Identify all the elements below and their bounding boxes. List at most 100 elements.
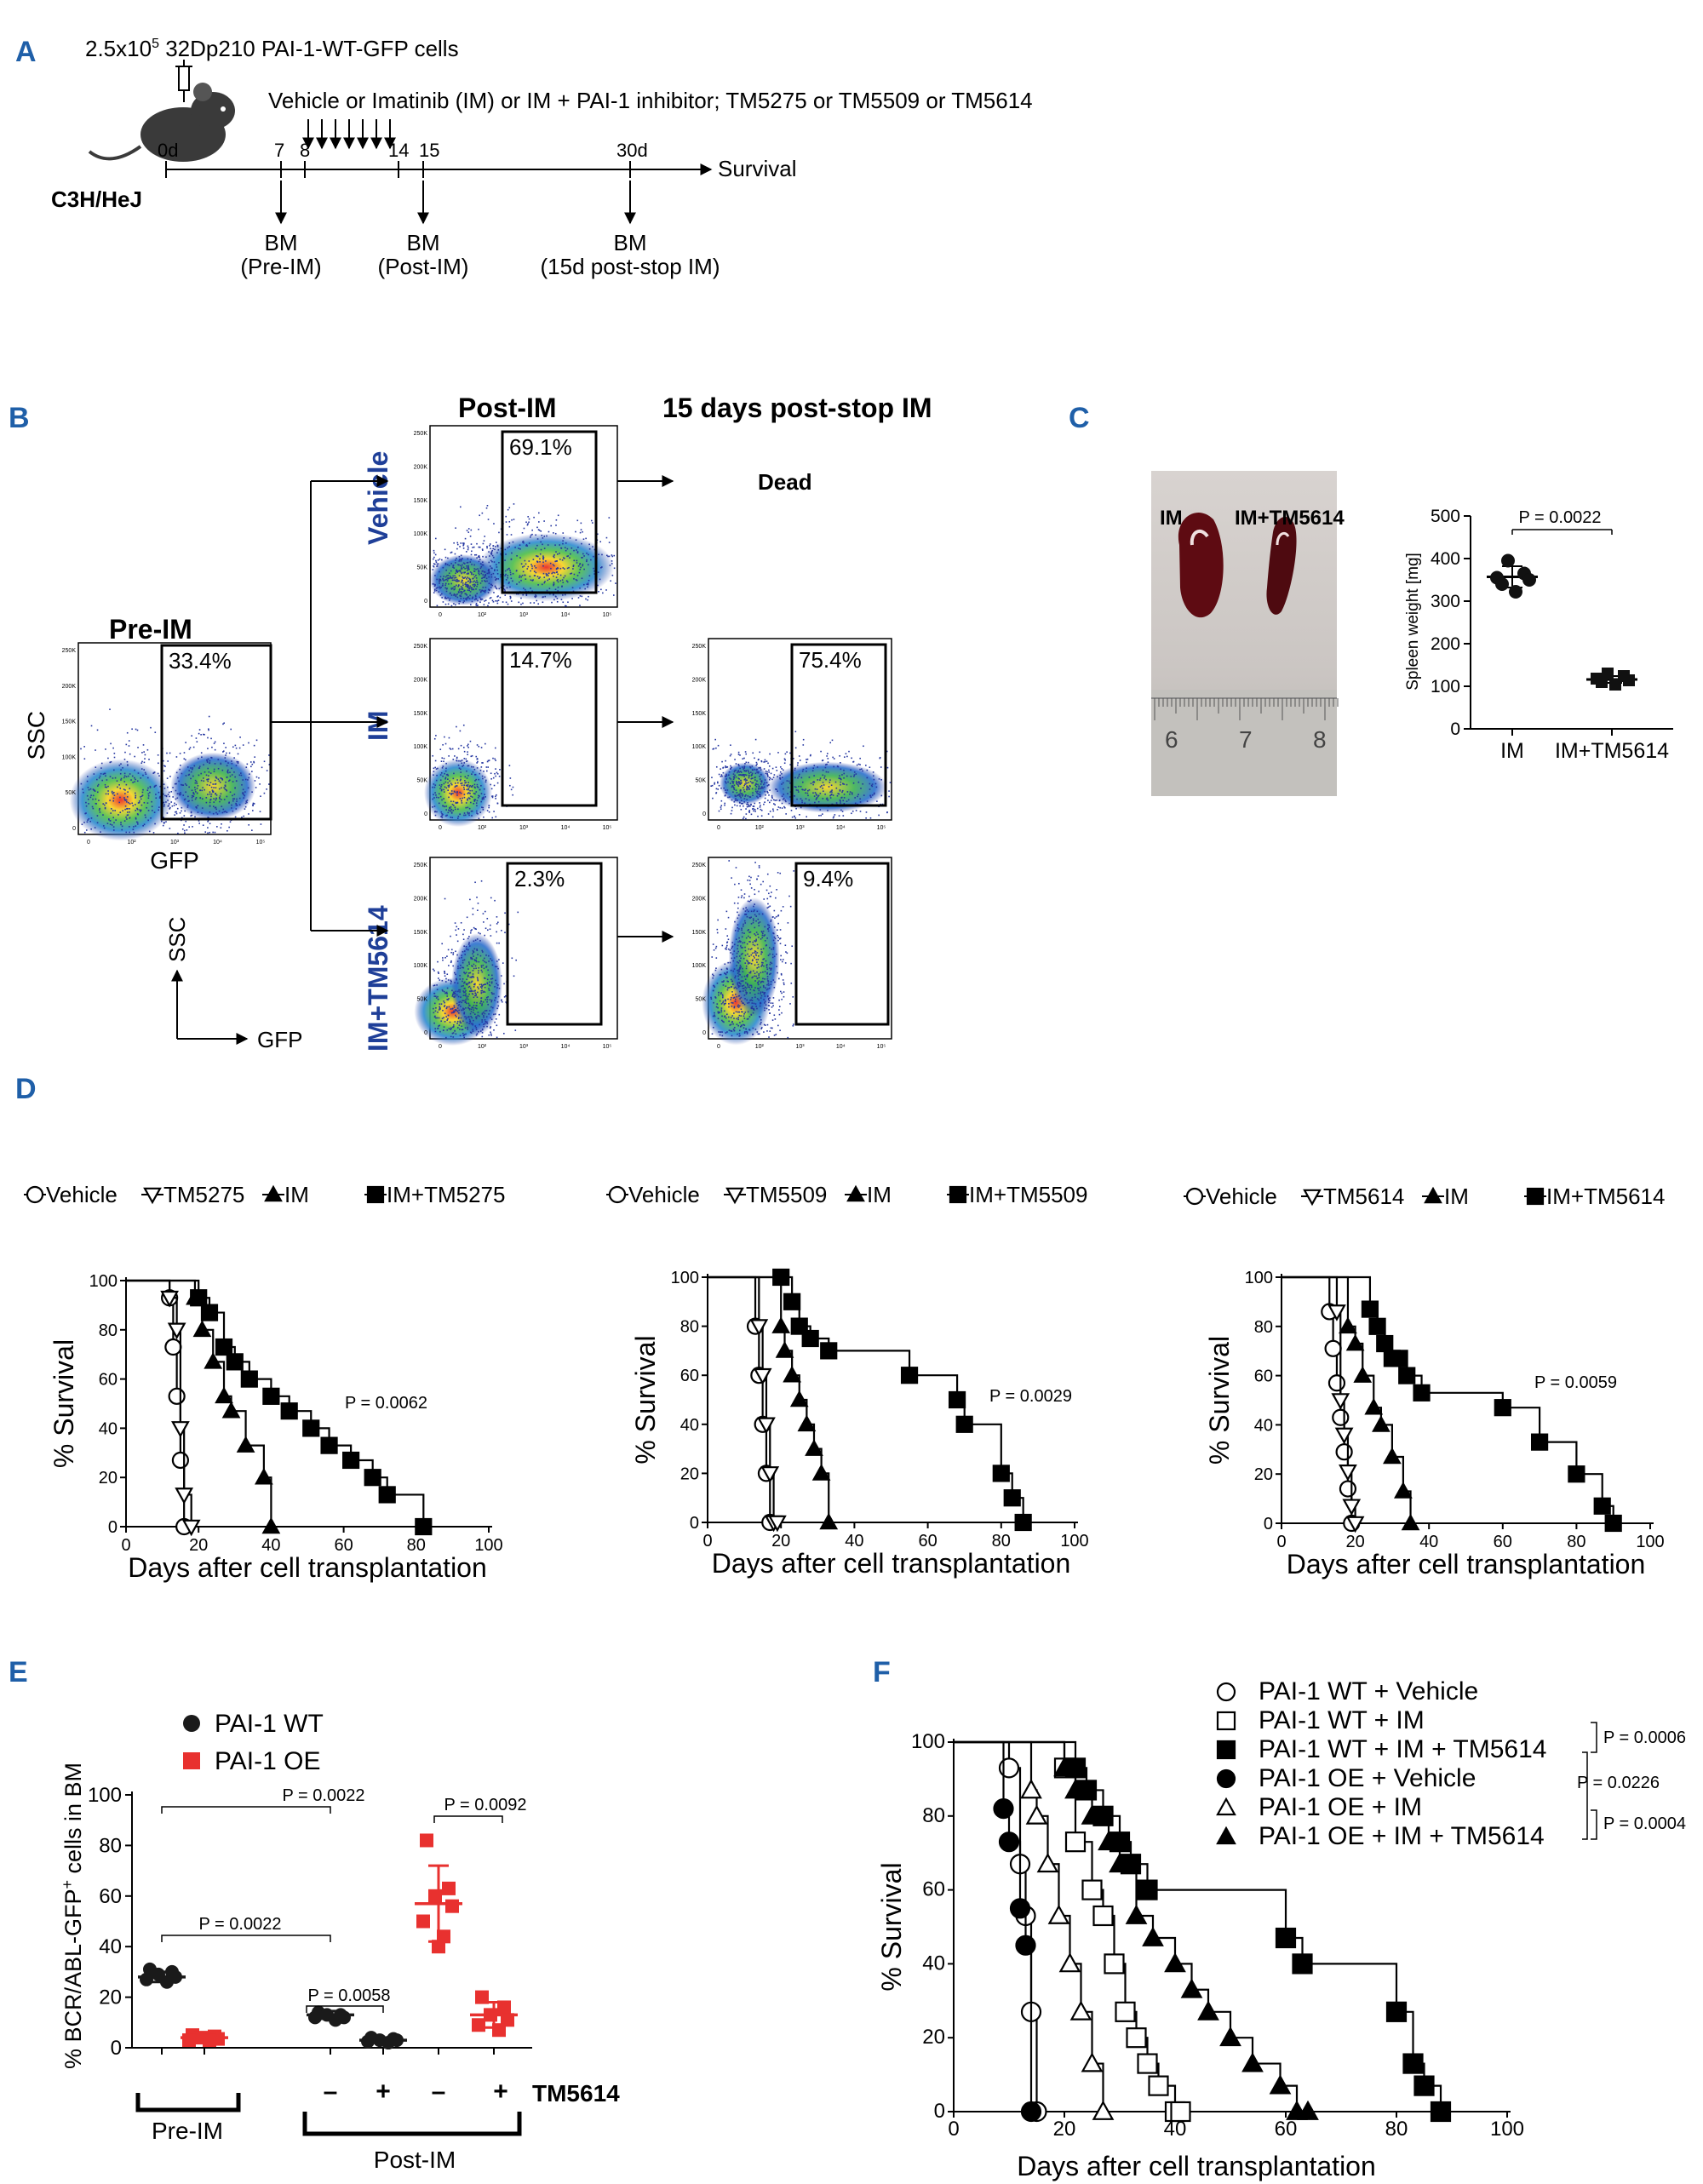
marker-filled-square [364,1469,381,1487]
event-dot [439,979,441,981]
event-dot [593,548,596,551]
event-dot [737,975,739,977]
event-dot [478,967,479,969]
event-dot [436,563,439,565]
event-dot [471,976,473,977]
event-dot [243,815,245,817]
event-dot [484,571,486,573]
event-dot [467,788,470,790]
event-dot [855,810,857,811]
event-dot [739,782,741,783]
event-dot [576,579,578,582]
event-dot [733,787,735,789]
event-dot [743,778,746,781]
event-dot [460,581,462,583]
event-dot [438,1017,440,1019]
event-dot [720,993,722,995]
event-dot [743,767,746,769]
event-dot [754,772,757,775]
event-dot [244,805,247,808]
event-dot [794,767,796,770]
x-tick-label: 40 [261,1536,280,1555]
event-dot [456,802,458,804]
event-dot [476,786,479,788]
event-dot [787,922,789,924]
event-dot [758,999,760,1001]
event-dot [752,752,754,754]
event-dot [441,757,444,760]
marker-open-triangle-down [757,1417,776,1435]
event-dot [210,793,213,795]
event-dot [188,786,190,788]
event-dot [754,926,756,929]
event-dot [789,764,791,765]
event-dot [255,787,257,788]
event-dot [530,564,532,565]
event-dot [482,542,485,545]
event-dot [772,939,775,942]
event-dot [737,1033,738,1035]
event-dot [739,974,741,976]
event-dot [453,1012,455,1014]
event-dot [444,956,446,959]
density-cluster [69,759,172,841]
event-dot [485,983,486,985]
event-dot [464,537,467,540]
event-dot [740,941,742,943]
event-dot [207,728,209,731]
event-dot [463,988,466,989]
event-dot [466,788,468,791]
event-dot [739,792,742,794]
event-dot [783,762,786,765]
event-dot [851,792,853,794]
event-dot [743,805,744,807]
event-dot [741,931,743,934]
event-dot [473,802,475,805]
event-dot [592,546,593,547]
event-dot [217,759,220,760]
event-dot [226,771,229,773]
event-dot [475,1034,478,1036]
marker-filled-triangle [1053,1757,1075,1777]
event-dot [214,741,216,743]
event-dot [728,771,731,773]
event-dot [447,1017,449,1020]
event-dot [737,962,740,964]
event-dot [441,766,444,769]
event-dot [485,1021,487,1023]
event-dot [562,542,564,545]
event-dot [438,796,439,799]
event-dot [829,742,832,744]
event-dot [746,779,748,782]
event-dot [613,594,615,596]
event-dot [439,579,442,582]
event-dot [590,519,593,522]
event-dot [467,1016,470,1017]
event-dot [771,816,774,818]
event-dot [468,1023,471,1024]
event-dot [582,538,585,541]
event-dot [441,817,444,819]
event-dot [498,959,500,960]
event-dot [491,554,494,557]
event-dot [752,921,754,924]
event-dot [795,807,797,810]
event-dot [754,768,756,771]
y-tick-label: 300 [1431,592,1460,611]
y-axis-label: % Survival [1204,1336,1235,1465]
event-dot [233,794,236,795]
event-dot [513,975,515,977]
event-dot [462,564,463,566]
marker-open-triangle-down [768,1515,787,1533]
event-dot [857,794,859,795]
event-dot [158,775,160,777]
event-dot [760,780,763,782]
event-dot [486,999,489,1000]
event-dot [714,947,717,949]
event-dot [476,938,479,940]
event-dot [474,584,476,586]
event-dot [450,1028,452,1029]
event-dot [444,972,446,975]
event-dot [224,757,226,759]
event-dot [478,931,479,934]
